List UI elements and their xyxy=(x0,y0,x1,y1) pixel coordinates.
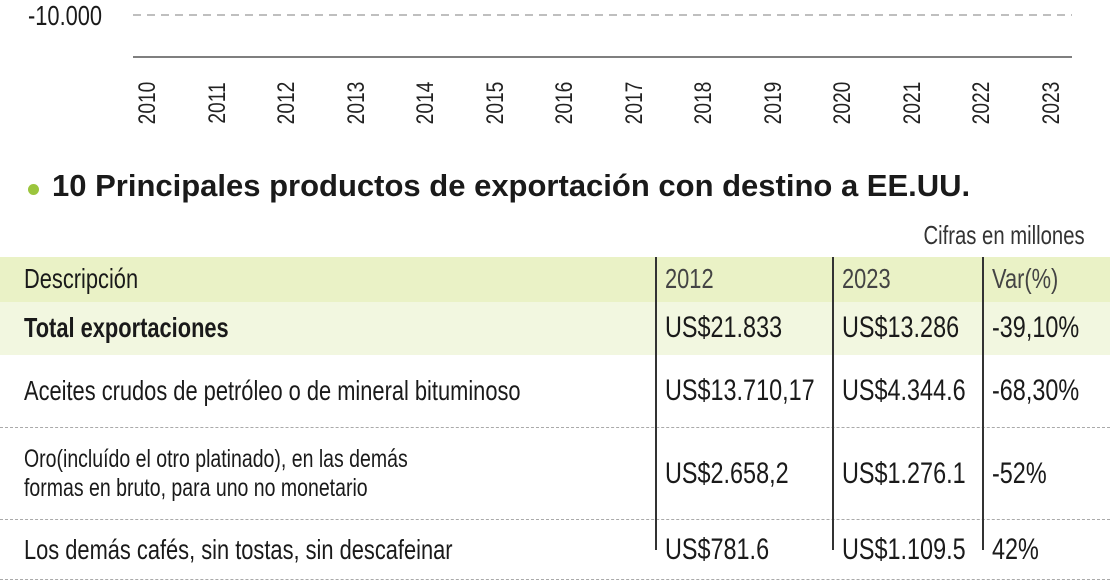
cell-text: 42% xyxy=(992,532,1039,566)
table-cell: Los demás cafés, sin tostas, sin descafe… xyxy=(24,520,667,580)
table-row xyxy=(0,257,1110,302)
section-note: Cifras en millones xyxy=(878,220,1085,251)
cell-text: Aceites crudos de petróleo o de mineral … xyxy=(24,375,521,407)
cell-text: US$1.109.5 xyxy=(842,532,966,566)
table-cell: -52% xyxy=(992,428,1108,520)
table-cell: US$13.710,17 xyxy=(665,355,830,428)
x-tick-label: 2015 xyxy=(481,81,509,125)
cell-text: US$13.286 xyxy=(842,311,960,345)
y-tick-label: -10.000 xyxy=(28,0,123,32)
cell-text: US$21.833 xyxy=(665,311,783,345)
x-tick-label: 2023 xyxy=(1037,81,1065,125)
table-cell: Total exportaciones xyxy=(24,302,667,355)
table-cell: 42% xyxy=(992,520,1108,580)
table-row xyxy=(0,355,1110,428)
cell-text: 2023 xyxy=(842,263,891,295)
header-cell: Var(%) xyxy=(992,257,1108,302)
table-row xyxy=(0,302,1110,355)
note-text: Cifras en millones xyxy=(923,220,1085,250)
cell-text: Var(%) xyxy=(992,263,1059,295)
header-cell: Descripción xyxy=(24,257,667,302)
table-cell: US$13.286 xyxy=(842,302,980,355)
cell-text: -39,10% xyxy=(992,311,1080,345)
x-tick-label: 2017 xyxy=(620,81,648,125)
cell-text: US$2.658,2 xyxy=(665,456,789,490)
bullet xyxy=(28,184,39,195)
cell-text: US$781.6 xyxy=(665,532,770,566)
cell-text: -68,30% xyxy=(992,374,1080,408)
table-cell: US$1.276.1 xyxy=(842,428,980,520)
x-tick-label: 2010 xyxy=(134,81,161,125)
x-tick-label: 2011 xyxy=(203,82,231,124)
column-divider xyxy=(655,257,657,550)
cell-text: 2012 xyxy=(665,263,714,295)
cell-text: -52% xyxy=(992,456,1047,490)
cell-text: Oro(incluído el otro platinado), en las … xyxy=(24,445,408,502)
header-cell: 2023 xyxy=(842,257,980,302)
x-tick-label: 2021 xyxy=(898,81,926,125)
table-cell: Oro(incluído el otro platinado), en las … xyxy=(24,428,667,520)
cell-text: US$1.276.1 xyxy=(842,456,966,490)
section-title: 10 Principales productos de exportación … xyxy=(52,168,971,203)
table-cell: US$4.344.6 xyxy=(842,355,980,428)
x-tick-label: 2014 xyxy=(412,81,439,125)
x-tick-label: 2012 xyxy=(273,81,300,125)
column-divider xyxy=(832,257,834,550)
cell-text: US$13.710,17 xyxy=(665,374,815,408)
table-cell: -68,30% xyxy=(992,355,1108,428)
header-cell: 2012 xyxy=(665,257,830,302)
table-cell: Aceites crudos de petróleo o de mineral … xyxy=(24,355,667,428)
table-cell: US$781.6 xyxy=(665,520,830,580)
chart-fragment xyxy=(133,14,1072,58)
x-tick-label: 2013 xyxy=(342,81,370,125)
table-cell: US$1.109.5 xyxy=(842,520,980,580)
x-tick-label: 2018 xyxy=(690,81,717,125)
table-row xyxy=(0,428,1110,520)
column-divider xyxy=(982,257,984,550)
x-tick-label: 2020 xyxy=(829,81,856,125)
table-cell: -39,10% xyxy=(992,302,1108,355)
x-tick-label: 2019 xyxy=(759,81,787,125)
table-cell: US$21.833 xyxy=(665,302,830,355)
table-cell: US$2.658,2 xyxy=(665,428,830,520)
x-tick-label: 2022 xyxy=(968,81,995,125)
cell-text: Descripción xyxy=(24,263,139,295)
cell-text: US$4.344.6 xyxy=(842,374,966,408)
cell-text: Total exportaciones xyxy=(24,312,229,344)
x-tick-label: 2016 xyxy=(551,81,578,125)
y-tick-text: -10.000 xyxy=(28,0,103,31)
cell-text: Los demás cafés, sin tostas, sin descafe… xyxy=(24,533,453,565)
